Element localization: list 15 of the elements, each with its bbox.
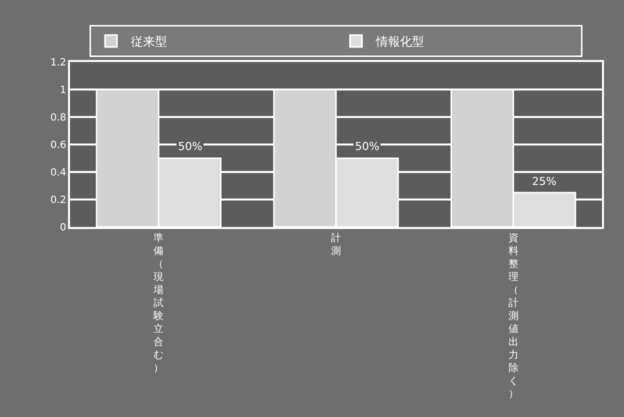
- y-tick-label: 0.8: [50, 112, 66, 124]
- category-label: 資料整理（計測値出力除く）: [508, 232, 518, 400]
- y-tick-label: 0: [60, 222, 66, 234]
- data-label: 50%: [355, 140, 380, 153]
- x-tick-label: 計測: [331, 232, 341, 257]
- data-label: 25%: [532, 175, 556, 188]
- y-tick-label: 0.4: [50, 168, 66, 178]
- y-tick-label: 0.6: [50, 140, 66, 151]
- category-label: 準備（現場試験立合む）: [154, 232, 164, 374]
- y-tick-label: 1: [60, 85, 66, 96]
- y-tick-label: 0.2: [50, 195, 66, 206]
- legend-label: 情報化型: [375, 34, 424, 49]
- data-label: 50%: [178, 140, 202, 153]
- y-tick-label: 1.2: [50, 58, 66, 68]
- legend-label: 従来型: [131, 34, 167, 49]
